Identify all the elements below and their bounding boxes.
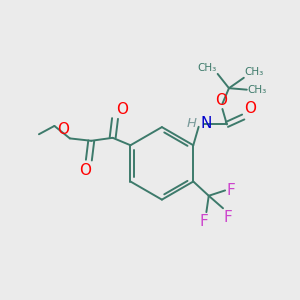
Text: F: F xyxy=(226,183,235,198)
Text: O: O xyxy=(215,93,227,108)
Text: O: O xyxy=(244,101,256,116)
Text: O: O xyxy=(116,102,128,117)
Text: F: F xyxy=(224,210,232,225)
Text: H: H xyxy=(186,117,196,130)
Text: CH₃: CH₃ xyxy=(244,67,264,77)
Text: CH₃: CH₃ xyxy=(197,63,217,73)
Text: O: O xyxy=(79,163,91,178)
Text: CH₃: CH₃ xyxy=(248,85,267,95)
Text: F: F xyxy=(200,214,208,230)
Text: O: O xyxy=(57,122,69,137)
Text: N: N xyxy=(200,116,212,131)
